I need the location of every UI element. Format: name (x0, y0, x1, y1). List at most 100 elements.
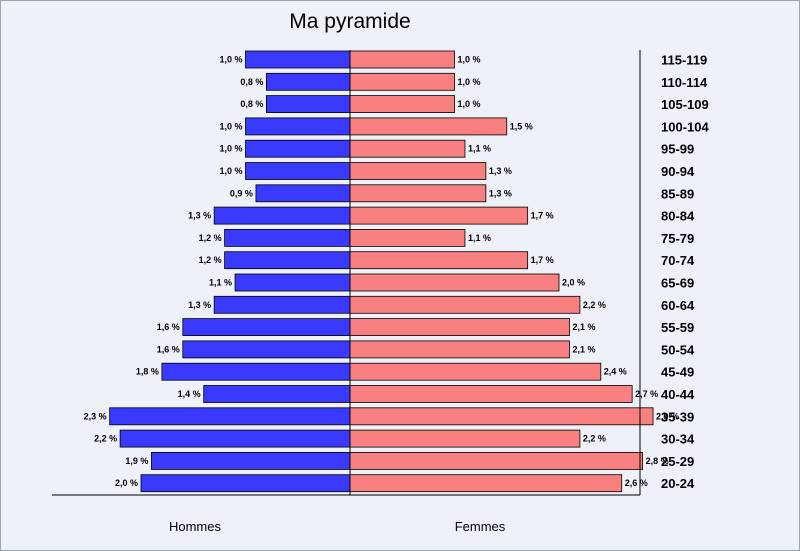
bar-hommes-110-114 (265, 72, 351, 91)
age-tick-label: 70-74 (661, 253, 695, 268)
value-label-hommes: 2,3 % (84, 411, 107, 421)
bar-femmes-40-44 (349, 385, 633, 403)
bar-hommes-75-79 (224, 228, 351, 247)
value-label-hommes: 1,0 % (219, 121, 242, 131)
age-tick-label: 95-99 (661, 142, 694, 157)
age-tick-label: 50-54 (661, 342, 695, 357)
value-label-hommes: 1,6 % (157, 344, 180, 354)
hommes-label: Hommes (169, 519, 222, 534)
value-label-femmes: 1,5 % (510, 121, 533, 131)
value-label-hommes: 1,6 % (157, 322, 180, 332)
age-tick-label: 60-64 (661, 298, 695, 313)
value-label-hommes: 2,0 % (115, 478, 138, 488)
age-tick-label: 80-84 (661, 209, 695, 224)
value-label-femmes: 2,6 % (625, 478, 648, 488)
value-label-hommes: 0,8 % (240, 99, 263, 109)
bar-hommes-80-84 (213, 206, 351, 225)
age-tick-label: 20-24 (661, 476, 695, 491)
age-tick-label: 105-109 (661, 97, 709, 112)
value-label-hommes: 0,9 % (230, 188, 253, 198)
bar-hommes-115-119 (245, 50, 351, 69)
value-label-femmes: 2,0 % (562, 278, 585, 288)
femmes-label: Femmes (455, 519, 506, 534)
age-tick-label: 90-94 (661, 164, 695, 179)
value-label-hommes: 1,2 % (199, 255, 222, 265)
value-label-hommes: 1,0 % (219, 166, 242, 176)
bar-hommes-45-49 (161, 362, 351, 381)
age-tick-label: 25-29 (661, 454, 694, 469)
age-tick-label: 45-49 (661, 365, 694, 380)
value-label-hommes: 2,2 % (94, 434, 117, 444)
value-label-femmes: 1,7 % (531, 255, 554, 265)
value-label-hommes: 1,8 % (136, 367, 159, 377)
age-tick-label: 35-39 (661, 409, 694, 424)
bar-femmes-35-39 (349, 407, 654, 426)
age-tick-label: 30-34 (661, 432, 695, 447)
chart-title: Ma pyramide (289, 10, 410, 33)
bar-femmes-85-89 (349, 184, 487, 203)
bar-femmes-20-24 (349, 474, 623, 493)
bar-hommes-70-74 (224, 251, 351, 270)
value-label-femmes: 1,7 % (531, 211, 554, 221)
value-label-femmes: 1,0 % (458, 77, 481, 87)
value-label-femmes: 2,8 % (646, 456, 669, 466)
bar-hommes-105-109 (265, 95, 351, 113)
bar-femmes-65-69 (349, 273, 560, 292)
bar-femmes-45-49 (349, 362, 602, 381)
age-tick-label: 40-44 (661, 387, 695, 402)
value-label-femmes: 1,1 % (468, 233, 491, 243)
bar-hommes-65-69 (234, 273, 351, 292)
value-label-hommes: 1,0 % (219, 144, 242, 154)
value-label-femmes: 1,3 % (489, 188, 512, 198)
bar-hommes-95-99 (245, 139, 351, 158)
bar-femmes-55-59 (349, 318, 570, 337)
age-tick-label: 65-69 (661, 276, 694, 291)
age-tick-label: 55-59 (661, 320, 694, 335)
bar-femmes-115-119 (349, 50, 455, 69)
bar-hommes-30-34 (119, 429, 351, 448)
value-label-femmes: 2,1 % (572, 322, 595, 332)
value-label-femmes: 1,0 % (458, 99, 481, 109)
bar-femmes-75-79 (349, 228, 466, 247)
value-label-femmes: 2,7 % (635, 389, 658, 399)
age-tick-label: 115-119 (661, 53, 707, 68)
bar-femmes-60-64 (349, 295, 581, 314)
bar-hommes-20-24 (140, 474, 351, 493)
age-tick-label: 75-79 (661, 231, 694, 246)
value-label-femmes: 1,0 % (458, 55, 481, 65)
value-label-hommes: 1,4 % (178, 389, 201, 399)
value-label-hommes: 0,8 % (240, 77, 263, 87)
bar-hommes-100-104 (245, 117, 351, 136)
bar-femmes-30-34 (349, 429, 581, 448)
bars-group: 1,0 % 1,0 % 115-119 0,8 % 1,0 % 110-114 0,8 % 1… (84, 50, 709, 493)
value-label-femmes: 1,3 % (489, 166, 512, 176)
value-label-hommes: 1,1 % (209, 278, 232, 288)
bar-femmes-100-104 (349, 117, 508, 136)
bar-femmes-80-84 (349, 206, 529, 225)
bar-femmes-105-109 (349, 95, 455, 113)
bar-femmes-95-99 (349, 139, 466, 158)
bar-femmes-70-74 (349, 251, 529, 270)
value-label-femmes: 2,9 % (656, 411, 679, 421)
age-tick-label: 110-114 (661, 75, 708, 90)
bar-hommes-90-94 (245, 162, 351, 180)
bar-femmes-90-94 (349, 162, 487, 180)
bar-hommes-50-54 (182, 340, 351, 359)
bar-hommes-60-64 (213, 295, 351, 314)
bar-femmes-110-114 (349, 72, 455, 91)
value-label-femmes: 2,4 % (604, 367, 627, 377)
value-label-femmes: 1,1 % (468, 144, 491, 154)
value-label-femmes: 2,2 % (583, 434, 606, 444)
value-label-femmes: 2,2 % (583, 300, 606, 310)
value-label-hommes: 1,3 % (188, 211, 211, 221)
age-tick-label: 100-104 (661, 119, 709, 134)
value-label-femmes: 2,1 % (572, 344, 595, 354)
bar-hommes-25-29 (151, 451, 351, 470)
bar-femmes-25-29 (349, 451, 644, 470)
value-label-hommes: 1,0 % (219, 55, 242, 65)
age-tick-label: 85-89 (661, 186, 694, 201)
value-label-hommes: 1,3 % (188, 300, 211, 310)
bar-hommes-85-89 (255, 184, 351, 203)
value-label-hommes: 1,9 % (125, 456, 148, 466)
